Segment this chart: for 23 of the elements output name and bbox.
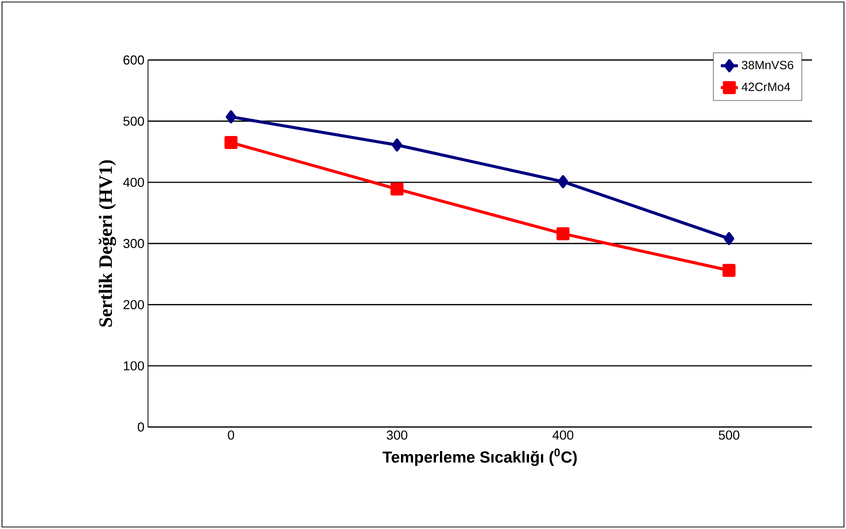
legend-label: 42CrMo4 — [742, 82, 790, 92]
point — [224, 136, 238, 150]
y-axis-title: Sertlik Değeri (HV1) — [98, 160, 116, 327]
legend-label: 38MnVS6 — [742, 60, 794, 70]
point — [226, 110, 236, 124]
point — [722, 264, 736, 277]
y-tick-label: 0 — [138, 422, 144, 432]
y-tick-label: 600 — [124, 55, 144, 65]
point — [392, 138, 402, 152]
point — [558, 175, 568, 188]
x-axis-title: Temperleme Sıcaklığı ($^{0}$C) — [382, 448, 577, 466]
x-tick-label: 400 — [552, 430, 574, 440]
x-tick-label: 0 — [228, 430, 234, 440]
y-tick-label: 500 — [123, 116, 144, 126]
y-tick-label: 300 — [123, 238, 144, 248]
point — [390, 182, 404, 196]
y-tick-label: 400 — [123, 178, 144, 187]
x-tick-label: 300 — [386, 430, 408, 440]
y-tick-label: 100 — [124, 361, 144, 370]
x-tick-label: 500 — [718, 430, 740, 440]
point — [724, 232, 734, 246]
y-tick-label: 200 — [124, 300, 144, 310]
point — [556, 227, 570, 240]
